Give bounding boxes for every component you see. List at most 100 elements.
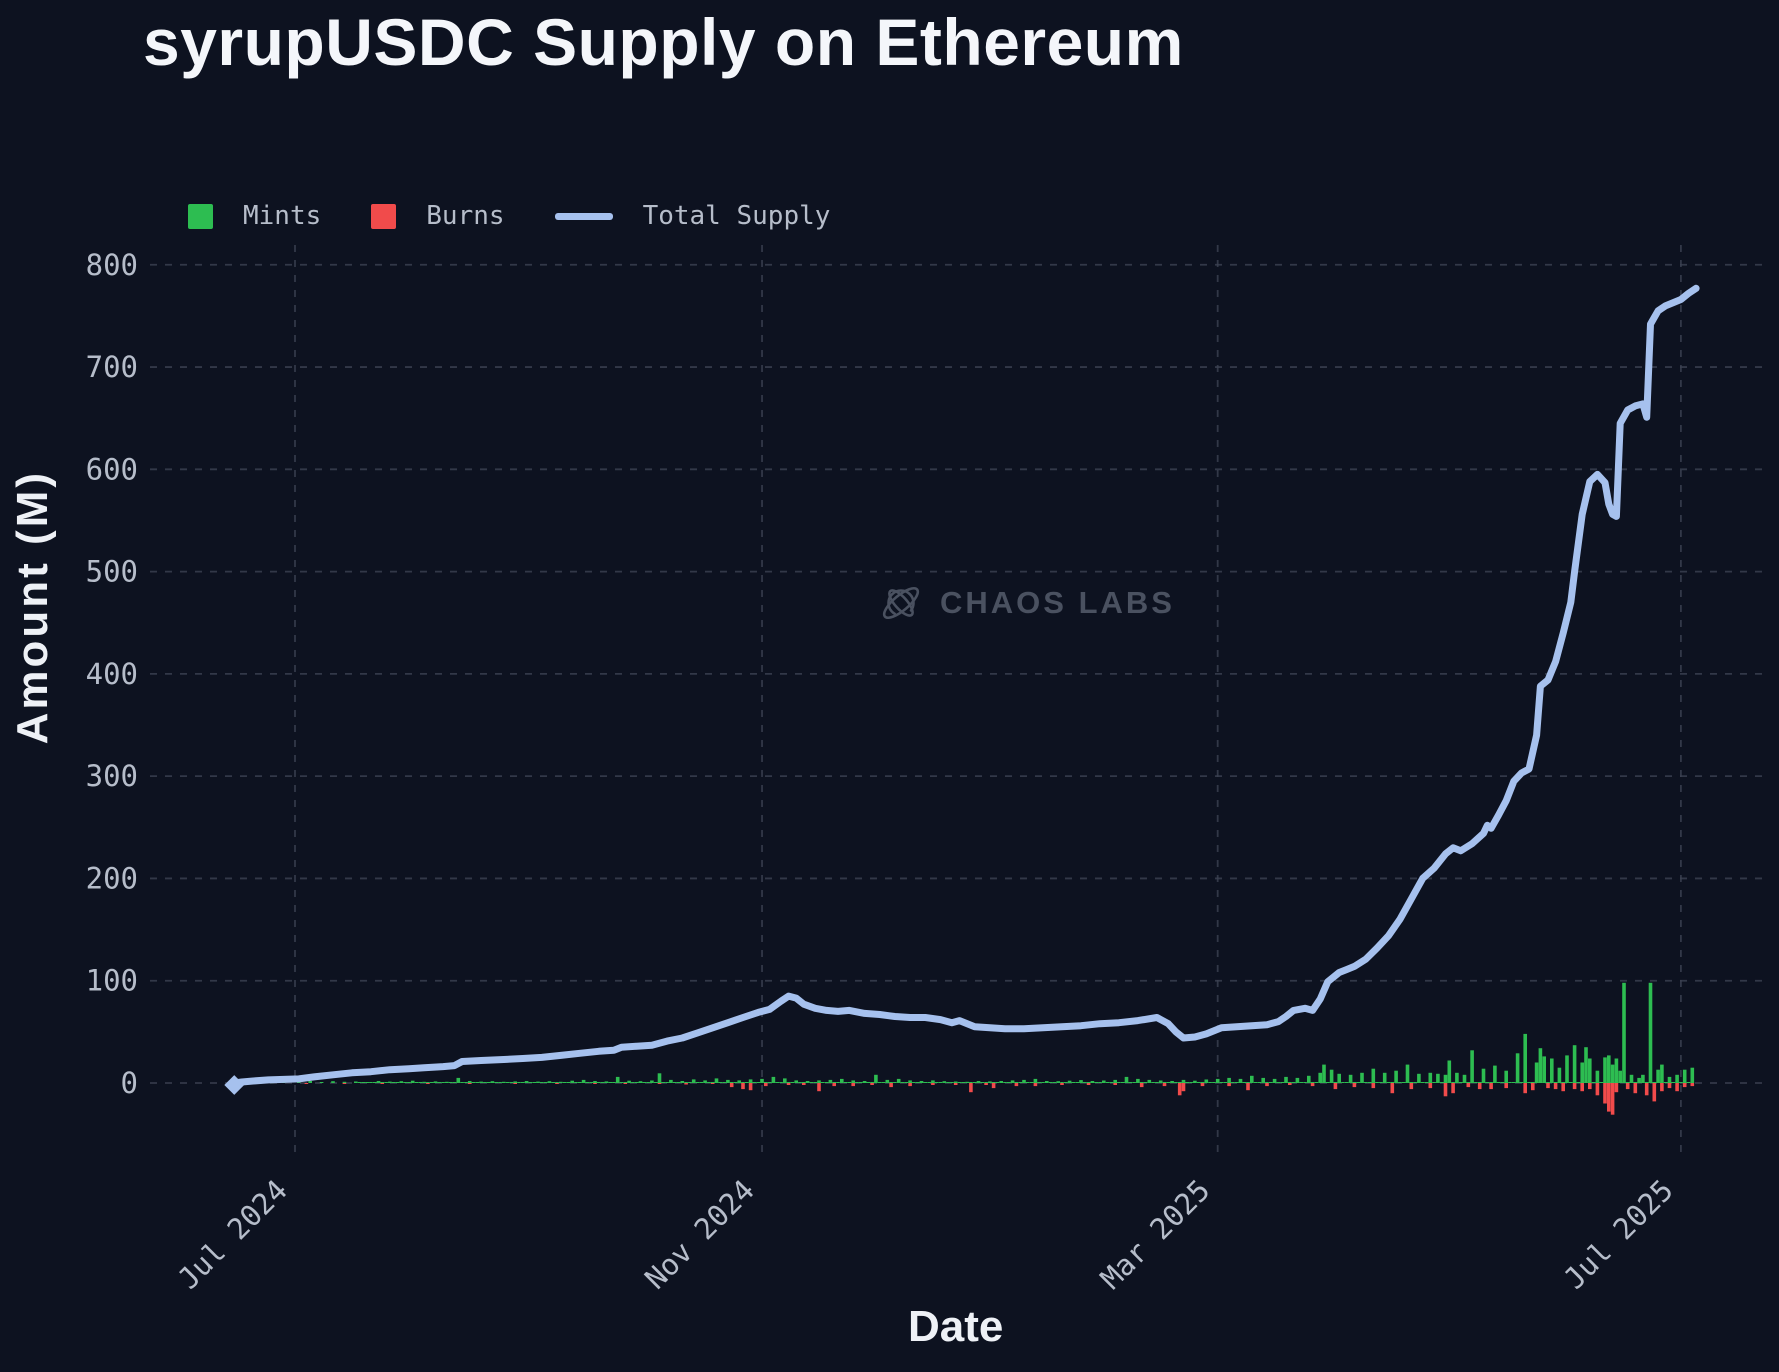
burn-bar: [1477, 1083, 1482, 1090]
mint-bar: [1158, 1080, 1163, 1083]
burn-bar: [1227, 1083, 1231, 1087]
burn-bar: [764, 1083, 768, 1087]
mint-bar: [562, 1082, 567, 1083]
burn-bar: [1352, 1083, 1357, 1088]
mint-bar: [1466, 1082, 1471, 1083]
mint-bar: [1512, 1082, 1516, 1083]
burn-bar: [1690, 1083, 1695, 1087]
mint-bar: [460, 1082, 464, 1083]
mint-bar: [642, 1082, 647, 1083]
burn-bar: [304, 1083, 309, 1084]
mint-bar: [426, 1082, 430, 1083]
mint-bar: [767, 1082, 772, 1083]
burn-bar: [1060, 1083, 1064, 1085]
mint-bar: [1356, 1082, 1360, 1083]
mint-bar: [733, 1082, 738, 1083]
burn-bar: [1443, 1083, 1448, 1097]
mint-bar: [805, 1081, 810, 1083]
mint-bar: [1345, 1082, 1349, 1083]
mint-bar: [969, 1082, 973, 1083]
mint-bar: [669, 1079, 673, 1083]
mint-bar: [589, 1082, 593, 1083]
mint-bar: [691, 1079, 696, 1083]
mint-bar: [1546, 1082, 1550, 1083]
mint-bar: [980, 1082, 985, 1083]
mint-bar: [1139, 1082, 1144, 1083]
burn-bar: [1504, 1083, 1508, 1089]
mint-bar: [634, 1082, 639, 1083]
mint-bar: [342, 1081, 347, 1083]
mint-bar: [1333, 1082, 1338, 1083]
x-tick-labels: Jul 2024 Nov 2024 Mar 2025 Jul 2025: [171, 1173, 1680, 1296]
y-tick-label: 500: [86, 555, 138, 589]
mint-bar: [1257, 1082, 1262, 1083]
mint-bar: [957, 1082, 962, 1083]
burn-bar: [1181, 1083, 1186, 1092]
mint-bar: [1375, 1082, 1379, 1083]
mint-bar: [1607, 1055, 1611, 1083]
mint-bar: [1124, 1076, 1129, 1083]
burn-bar: [1466, 1083, 1471, 1088]
mint-bar: [1284, 1076, 1288, 1083]
mint-bar: [578, 1082, 582, 1083]
y-tick-label: 0: [121, 1066, 138, 1100]
mint-bar: [1086, 1082, 1091, 1083]
mint-bar: [369, 1082, 373, 1083]
mint-bar: [365, 1082, 369, 1083]
mint-bar: [422, 1081, 426, 1083]
page-title: syrupUSDC Supply on Ethereum: [143, 5, 1184, 79]
mint-bar: [528, 1082, 533, 1083]
burn-bar: [1086, 1083, 1091, 1085]
mint-bar: [1477, 1082, 1482, 1083]
mint-bar: [676, 1082, 681, 1083]
mint-bar: [494, 1082, 498, 1083]
mint-bar: [517, 1082, 521, 1083]
burn-bar: [1633, 1083, 1638, 1094]
mint-bar: [1364, 1082, 1368, 1083]
mint-bar: [931, 1080, 935, 1083]
mint-bar: [418, 1082, 423, 1083]
chaos-labs-logo-icon: [882, 587, 920, 619]
mint-bar: [1424, 1082, 1429, 1083]
mint-bar: [1614, 1058, 1619, 1083]
mint-bar: [1234, 1082, 1239, 1083]
mint-bar: [543, 1082, 548, 1083]
mint-bar: [1417, 1073, 1421, 1083]
mint-bar: [779, 1082, 783, 1083]
mint-bar: [699, 1082, 704, 1083]
mint-bar: [1523, 1033, 1527, 1083]
mint-bar: [357, 1082, 362, 1083]
mint-bar: [1204, 1079, 1209, 1083]
burn-bar: [657, 1083, 662, 1084]
mint-bar: [354, 1081, 358, 1083]
gridlines: [150, 245, 1764, 1158]
y-tick-label: 700: [86, 350, 138, 384]
mint-bar: [615, 1076, 620, 1083]
mint-bar: [1071, 1082, 1076, 1083]
burn-bar: [1595, 1083, 1600, 1096]
mint-bar: [1436, 1073, 1440, 1083]
mint-bar: [376, 1081, 381, 1083]
mint-bar: [1094, 1082, 1098, 1083]
burn-bar: [908, 1083, 912, 1087]
mint-bar: [896, 1078, 901, 1083]
mint-bar: [524, 1081, 529, 1083]
mint-bar: [1496, 1082, 1501, 1083]
mint-bar: [483, 1082, 487, 1083]
burn-bar: [991, 1083, 996, 1089]
burn-bar: [870, 1083, 874, 1085]
mint-bar: [893, 1082, 897, 1083]
mint-bar: [1500, 1082, 1505, 1083]
mint-bar: [1679, 1082, 1683, 1083]
mint-bar: [1166, 1082, 1171, 1083]
mint-bar: [1307, 1075, 1311, 1083]
mint-bar: [1117, 1082, 1121, 1083]
mint-bar: [1485, 1082, 1490, 1083]
mint-bar: [619, 1082, 624, 1083]
burn-bar: [1139, 1083, 1144, 1088]
burn-bar: [1451, 1083, 1455, 1094]
burn-bar: [1572, 1083, 1577, 1090]
mint-bar: [703, 1080, 707, 1083]
mint-bar: [1625, 1082, 1630, 1083]
mint-bar: [627, 1080, 631, 1083]
